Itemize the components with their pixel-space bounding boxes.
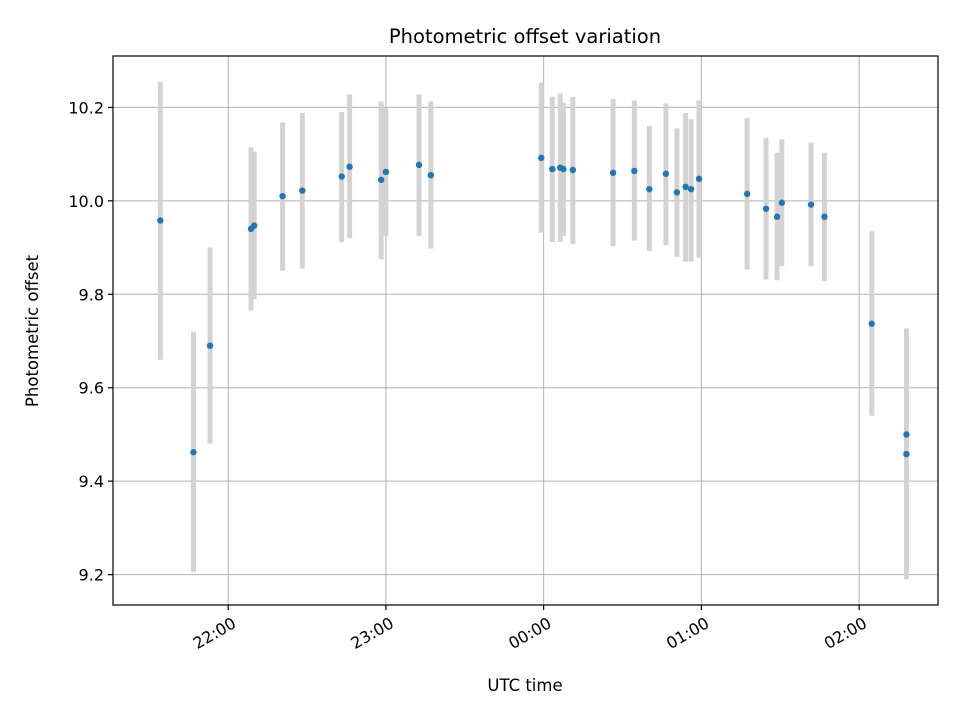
y-axis-title: Photometric offset — [23, 254, 42, 407]
plot-frame — [112, 55, 939, 606]
data-point — [903, 431, 910, 438]
data-point — [773, 213, 781, 220]
data-point — [609, 169, 617, 177]
x-axis-title: UTC time — [487, 676, 562, 695]
data-point — [903, 450, 910, 458]
data-point — [206, 342, 214, 349]
y-axis-ticks: 9.2 9.4 9.6 9.8 10.0 10.2 — [68, 98, 113, 585]
data-point — [807, 201, 815, 208]
data-point — [743, 190, 751, 198]
data-point — [778, 199, 786, 206]
point-layer — [157, 154, 910, 458]
y-tick-label: 9.4 — [79, 472, 104, 491]
data-point — [631, 167, 638, 175]
data-point — [662, 170, 670, 177]
data-point — [821, 213, 828, 220]
x-tick-label: 23:00 — [347, 613, 396, 653]
data-point — [415, 161, 423, 169]
data-point — [868, 320, 875, 327]
data-point — [560, 165, 567, 173]
data-point — [382, 168, 390, 176]
data-point — [569, 166, 577, 174]
data-point — [646, 185, 653, 193]
data-point — [682, 183, 689, 191]
data-point — [250, 222, 258, 229]
x-tick-label: 00:00 — [505, 613, 554, 653]
data-point — [673, 189, 681, 196]
data-point — [549, 165, 556, 173]
x-axis-ticks: 22:00 23:00 00:00 01:00 02:00 — [190, 605, 870, 653]
data-point — [279, 192, 286, 200]
y-tick-label: 9.8 — [79, 285, 104, 304]
chart-title: Photometric offset variation — [389, 25, 661, 48]
data-point — [427, 171, 435, 179]
data-point — [346, 163, 353, 170]
y-tick-label: 9.2 — [79, 566, 104, 585]
data-point — [338, 173, 345, 180]
data-point — [695, 175, 703, 183]
x-tick-label: 01:00 — [663, 613, 712, 653]
data-point — [190, 449, 197, 456]
x-tick-label: 02:00 — [821, 613, 870, 653]
data-point — [538, 154, 545, 162]
x-tick-label: 22:00 — [190, 613, 239, 653]
errorbar-layer — [157, 81, 909, 580]
data-point — [377, 176, 385, 184]
data-point — [762, 205, 770, 212]
data-point — [157, 217, 164, 224]
y-tick-label: 10.2 — [68, 98, 104, 117]
y-tick-label: 10.0 — [68, 192, 104, 211]
data-point — [687, 185, 695, 193]
y-tick-label: 9.6 — [79, 379, 104, 398]
data-point — [299, 187, 306, 194]
grid-layer — [113, 56, 938, 605]
